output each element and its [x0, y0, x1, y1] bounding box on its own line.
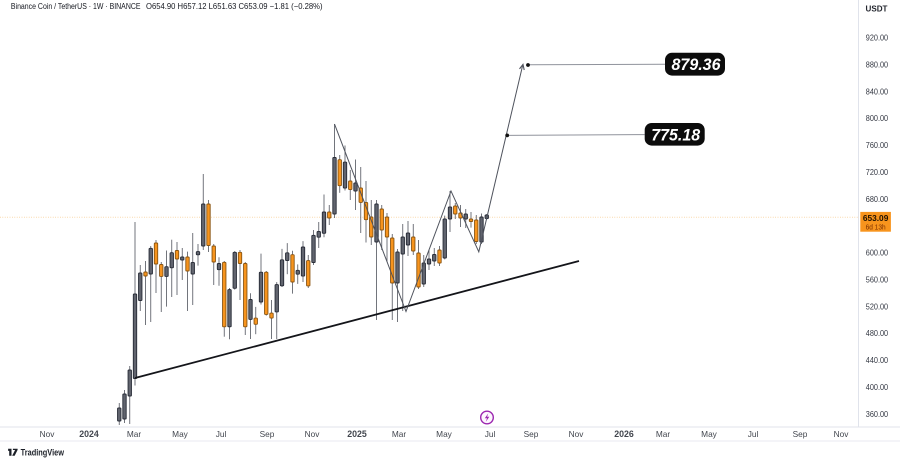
svg-text:Nov: Nov	[40, 429, 56, 439]
svg-text:Binance Coin / TetherUS · 1W ·: Binance Coin / TetherUS · 1W · BINANCE	[11, 2, 141, 11]
svg-text:879.36: 879.36	[672, 56, 722, 74]
svg-text:880.00: 880.00	[866, 59, 889, 69]
svg-text:Jul: Jul	[748, 429, 759, 439]
svg-text:775.18: 775.18	[651, 126, 701, 144]
svg-text:760.00: 760.00	[866, 140, 889, 150]
svg-text:840.00: 840.00	[866, 86, 889, 96]
svg-text:480.00: 480.00	[866, 328, 889, 338]
svg-text:O654.90 H657.12 L651.63 C65: O654.90 H657.12 L651.63 C653.09 −1.81 (−…	[146, 2, 323, 11]
svg-text:Sep: Sep	[793, 429, 808, 439]
svg-text:May: May	[436, 429, 453, 439]
svg-text:720.00: 720.00	[866, 167, 889, 177]
svg-text:Jul: Jul	[216, 429, 227, 439]
svg-text:653.09: 653.09	[863, 214, 889, 223]
svg-text:May: May	[172, 429, 189, 439]
svg-text:Mar: Mar	[127, 429, 142, 439]
svg-text:2025: 2025	[347, 429, 367, 439]
svg-text:Nov: Nov	[569, 429, 585, 439]
svg-text:2026: 2026	[614, 429, 634, 439]
svg-text:400.00: 400.00	[866, 382, 889, 392]
svg-text:6d 13h: 6d 13h	[866, 222, 886, 231]
svg-text:Jul: Jul	[485, 429, 496, 439]
svg-text:800.00: 800.00	[866, 113, 889, 123]
svg-text:USDT: USDT	[866, 4, 889, 14]
svg-text:920.00: 920.00	[866, 33, 889, 43]
svg-text:Sep: Sep	[260, 429, 275, 439]
svg-text:Sep: Sep	[524, 429, 539, 439]
svg-text:Nov: Nov	[305, 429, 321, 439]
svg-text:TradingView: TradingView	[21, 448, 65, 458]
svg-text:May: May	[701, 429, 718, 439]
svg-text:Mar: Mar	[392, 429, 407, 439]
svg-text:520.00: 520.00	[866, 301, 889, 311]
svg-text:2024: 2024	[79, 429, 99, 439]
svg-text:680.00: 680.00	[866, 194, 889, 204]
svg-text:Nov: Nov	[834, 429, 850, 439]
svg-text:560.00: 560.00	[866, 274, 889, 284]
svg-text:360.00: 360.00	[866, 409, 889, 419]
svg-text:600.00: 600.00	[866, 248, 889, 258]
svg-text:440.00: 440.00	[866, 355, 889, 365]
svg-text:Mar: Mar	[656, 429, 671, 439]
